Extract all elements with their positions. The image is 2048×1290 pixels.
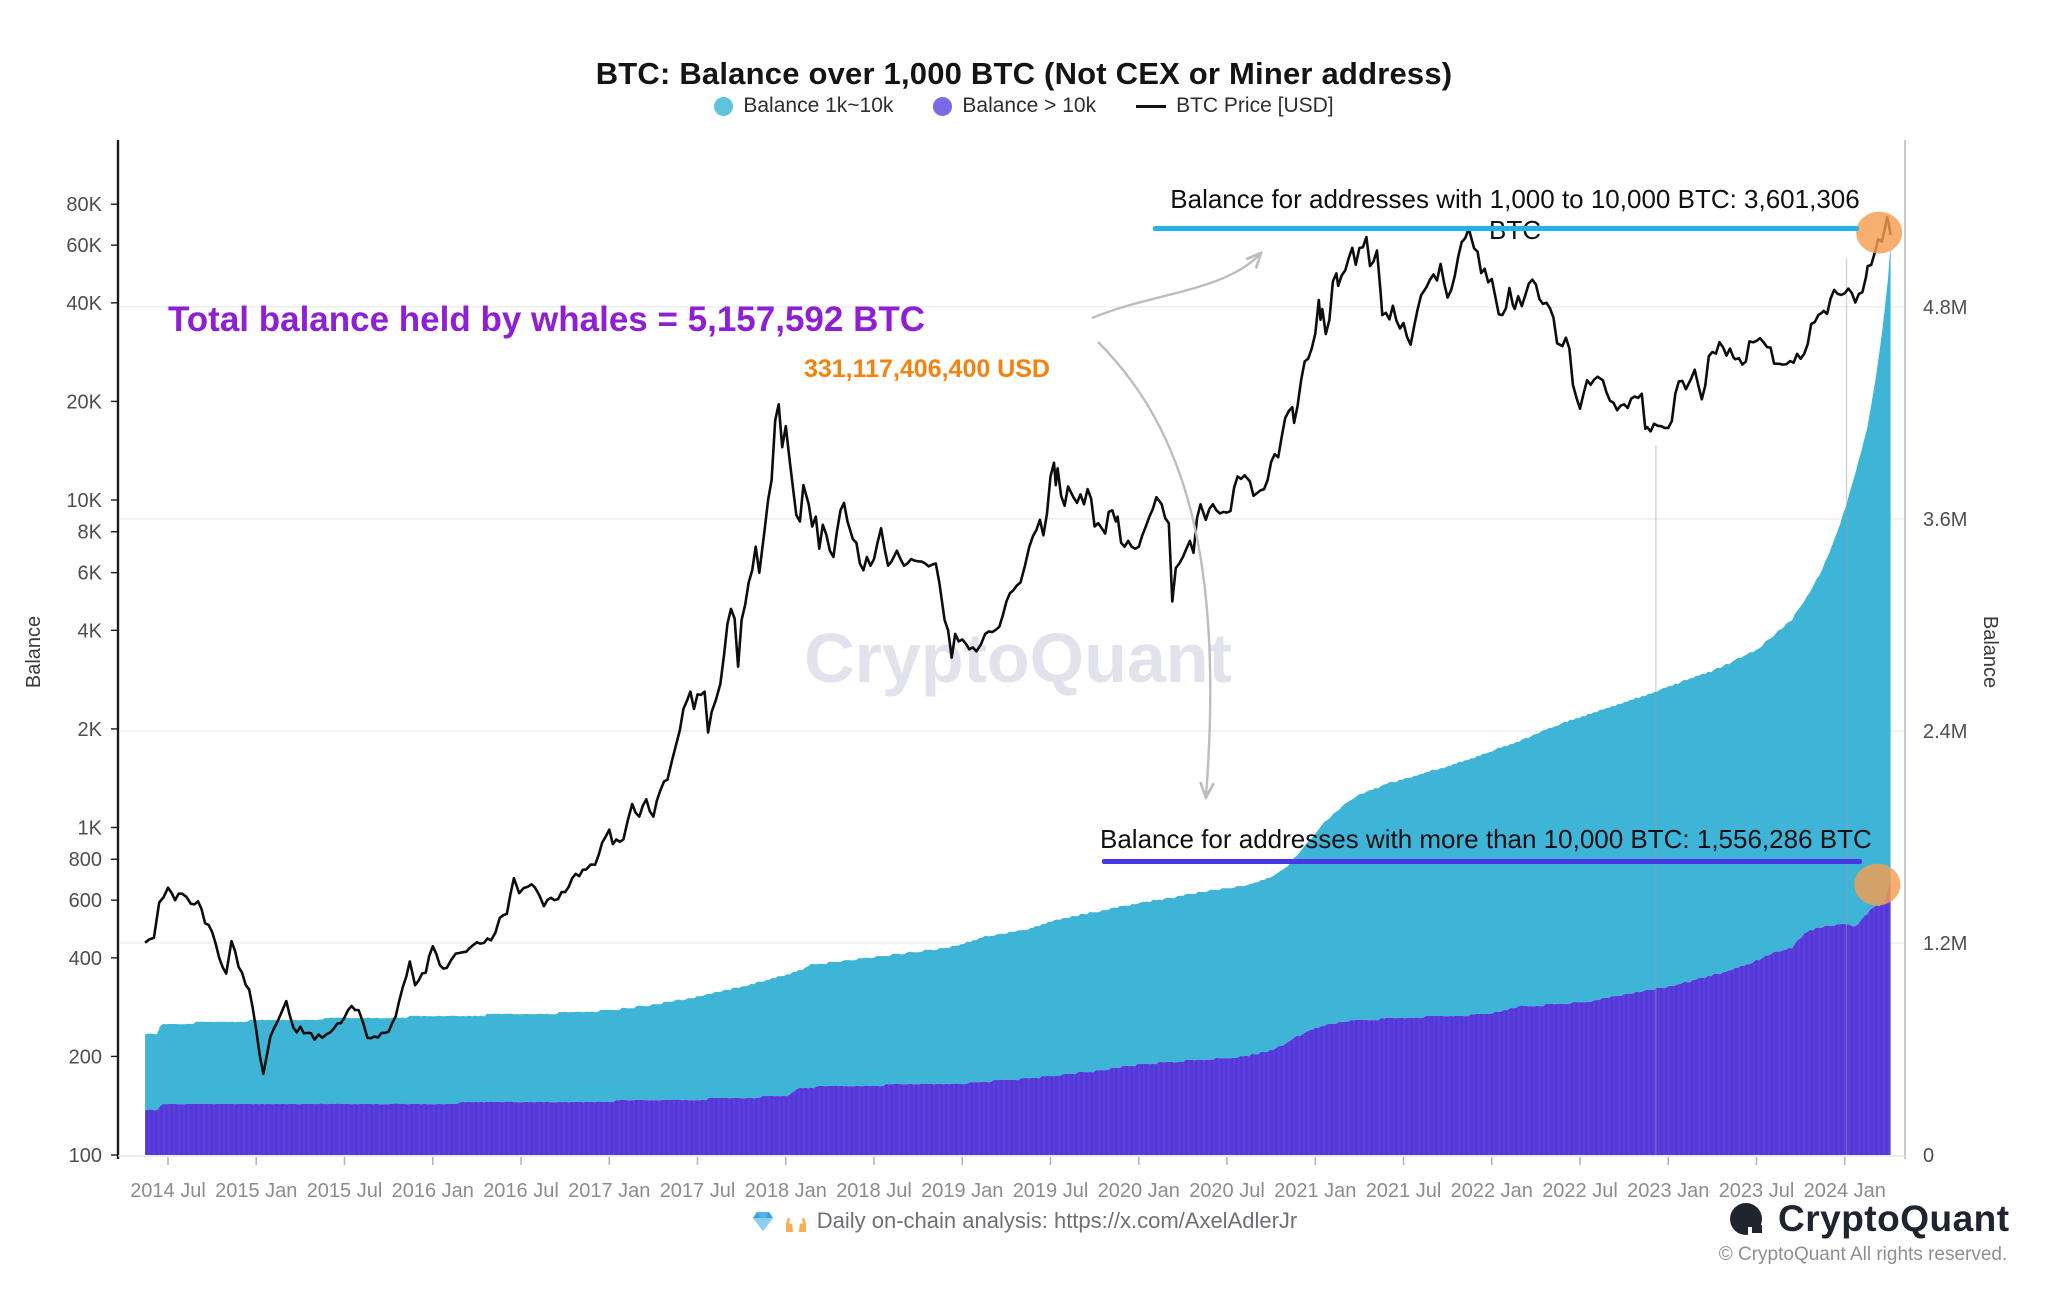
annotation-total-usd: 331,117,406,400 USD — [803, 355, 1050, 383]
right-axis-title: Balance — [1979, 616, 2001, 688]
end-dot-total — [1856, 211, 1903, 254]
left-axis-tick-label: 4K — [78, 620, 103, 642]
left-axis-tick-label: 8K — [78, 522, 103, 544]
legend-dot-purple-icon — [933, 96, 953, 116]
legend-label: Balance 1k~10k — [743, 94, 894, 117]
left-axis-tick-label: 200 — [69, 1046, 102, 1068]
x-axis-tick-label: 2020 Jan — [1098, 1180, 1180, 1202]
end-dot-whale — [1854, 863, 1901, 906]
x-axis-tick-label: 2019 Jan — [921, 1180, 1003, 1202]
x-axis-tick-label: 2015 Jan — [215, 1180, 297, 1202]
x-axis-tick-label: 2022 Jul — [1542, 1180, 1618, 1202]
annotation-total-whale-balance: Total balance held by whales = 5,157,592… — [168, 300, 926, 339]
right-axis-tick-label: 3.6M — [1923, 509, 1967, 531]
footer-caption-row: Daily on-chain analysis: https://x.com/A… — [0, 1208, 2048, 1234]
x-axis-tick-label: 2015 Jul — [307, 1180, 383, 1202]
x-axis-tick-label: 2018 Jul — [836, 1180, 912, 1202]
arrow-to-over-10k-annotation — [1097, 341, 1210, 796]
x-axis-tick-label: 2021 Jul — [1366, 1180, 1442, 1202]
x-axis-tick-label: 2023 Jan — [1627, 1180, 1709, 1202]
left-axis-tick-label: 400 — [69, 948, 102, 970]
btc-price-line — [144, 215, 1892, 1076]
watermark-text: CryptoQuant — [804, 619, 1232, 697]
legend-item-balance-1k-10k[interactable]: Balance 1k~10k — [714, 94, 893, 118]
left-axis-tick-label: 800 — [69, 849, 102, 871]
area-balance-1k-10k — [145, 243, 1891, 1111]
x-axis-tick-label: 2014 Jul — [130, 1180, 206, 1202]
legend-line-icon — [1136, 104, 1167, 108]
left-axis-tick-label: 60K — [66, 235, 102, 257]
x-axis-tick-label: 2017 Jan — [568, 1180, 650, 1202]
brand-logo-text: CryptoQuant — [1778, 1198, 2010, 1239]
left-axis-tick-label: 6K — [78, 563, 103, 585]
right-axis-tick-label: 0 — [1923, 1145, 1934, 1167]
area-balance-over-10k — [145, 880, 1891, 1155]
footer-caption: Daily on-chain analysis: https://x.com/A… — [816, 1208, 1298, 1233]
page-title: BTC: Balance over 1,000 BTC (Not CEX or … — [595, 56, 1453, 91]
annotation-underline-cyan — [1153, 226, 1859, 231]
left-axis-tick-label: 2K — [78, 719, 103, 741]
raised-hands-icon — [785, 1217, 806, 1232]
legend-label: BTC Price [USD] — [1176, 94, 1334, 117]
annotation-balance-1k-10k: Balance for addresses with 1,000 to 10,0… — [1170, 184, 1860, 245]
left-axis-tick-label: 80K — [66, 194, 102, 216]
x-axis-tick-label: 2016 Jan — [392, 1180, 474, 1202]
x-axis-tick-label: 2023 Jul — [1719, 1180, 1795, 1202]
x-axis-tick-label: 2022 Jan — [1451, 1180, 1533, 1202]
left-axis-tick-label: 10K — [66, 490, 102, 512]
left-axis-tick-label: 20K — [66, 391, 102, 413]
cryptoquant-logo-icon — [1700, 1201, 1762, 1237]
legend-dot-cyan-icon — [714, 96, 734, 116]
annotation-balance-over-10k: Balance for addresses with more than 10,… — [1100, 824, 1872, 854]
legend: Balance 1k~10k Balance > 10k BTC Price [… — [0, 94, 2048, 118]
x-axis-tick-label: 2017 Jul — [660, 1180, 736, 1202]
gem-icon — [752, 1212, 773, 1231]
left-axis-tick-label: 600 — [69, 890, 102, 912]
brand-row: CryptoQuant — [1698, 1198, 2028, 1240]
left-axis-tick-label: 1K — [78, 818, 103, 840]
left-axis-tick-label: 100 — [69, 1145, 102, 1167]
x-axis-tick-label: 2018 Jan — [745, 1180, 827, 1202]
legend-label: Balance > 10k — [962, 94, 1097, 117]
right-axis-tick-label: 2.4M — [1923, 721, 1967, 743]
right-axis-tick-label: 4.8M — [1923, 297, 1967, 319]
annotation-underline-purple — [1102, 859, 1862, 864]
right-axis-tick-label: 1.2M — [1923, 933, 1967, 955]
x-axis-tick-label: 2016 Jul — [483, 1180, 559, 1202]
x-axis-tick-label: 2024 Jan — [1804, 1180, 1886, 1202]
x-axis-tick-label: 2019 Jul — [1013, 1180, 1089, 1202]
x-axis-tick-label: 2021 Jan — [1274, 1180, 1356, 1202]
legend-item-btc-price[interactable]: BTC Price [USD] — [1136, 94, 1334, 118]
arrow-to-1k-10k-annotation — [1091, 254, 1260, 320]
left-axis-tick-label: 40K — [66, 293, 102, 315]
brand-block: CryptoQuant © CryptoQuant All rights res… — [1698, 1198, 2028, 1266]
x-axis-tick-label: 2020 Jul — [1189, 1180, 1265, 1202]
left-axis-title: Balance — [23, 616, 45, 688]
copyright-text: © CryptoQuant All rights reserved. — [1718, 1244, 2008, 1265]
legend-item-balance-over-10k[interactable]: Balance > 10k — [933, 94, 1096, 118]
